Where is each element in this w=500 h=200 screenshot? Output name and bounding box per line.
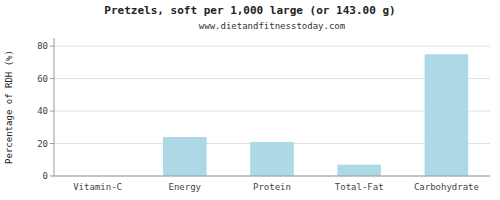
x-tick-label: Vitamin-C [73,182,122,192]
x-tick-label: Carbohydrate [414,182,479,192]
bar [163,137,207,176]
bar [425,54,469,176]
bar [337,165,381,176]
y-tick [50,176,54,177]
title: Pretzels, soft per 1,000 large (or 143.0… [104,4,395,17]
x-axis-line [54,176,490,177]
y-axis-label: Percentage of RDH (%) [4,50,14,164]
y-tick-label: 20 [37,139,48,149]
y-tick-label: 0 [43,171,48,181]
y-tick-label: 60 [37,74,48,84]
y-tick [50,46,54,47]
x-tick-label: Energy [169,182,202,192]
grid-line [54,46,490,47]
y-tick-label: 40 [37,106,48,116]
y-tick [50,111,54,112]
y-tick [50,78,54,79]
bars [163,54,468,176]
x-tick-label: Protein [253,182,291,192]
subtitle: www.dietandfitnesstoday.com [199,21,345,31]
bar [250,142,294,176]
y-axis-line [54,38,55,176]
x-tick-label: Total-Fat [335,182,384,192]
y-tick-label: 80 [37,41,48,51]
y-tick [50,143,54,144]
y-axis: 0 20 40 60 80 [37,38,54,181]
grid-line [54,176,490,177]
grid [54,46,490,176]
chart: Pretzels, soft per 1,000 large (or 143.0… [0,0,500,200]
x-axis: Vitamin-C Energy Protein Total-Fat Carbohydr… [54,176,490,192]
chart-container: Pretzels, soft per 1,000 large (or 143.0… [0,0,500,200]
